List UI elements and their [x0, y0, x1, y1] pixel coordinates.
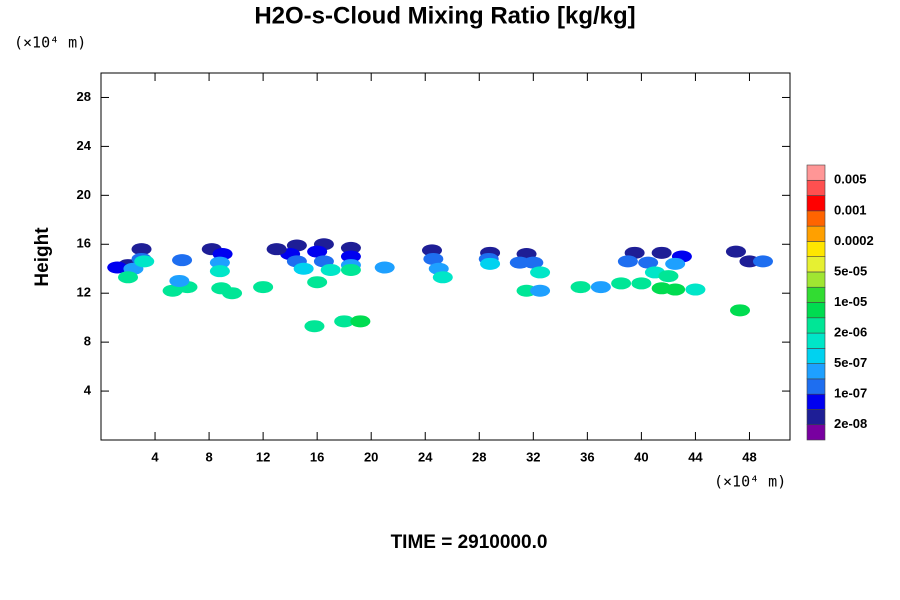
x-tick-label: 4 [151, 449, 159, 464]
cloud-cell [209, 265, 230, 278]
colorbar-box [806, 317, 826, 334]
y-tick-label: 20 [77, 187, 91, 202]
y-tick-label: 4 [84, 383, 92, 398]
x-tick-label: 16 [310, 449, 324, 464]
cloud-cell [631, 277, 652, 290]
y-tick-label: 28 [77, 89, 91, 104]
cloud-cell [423, 252, 444, 265]
colorbar-box [806, 424, 826, 441]
cloud-cell [131, 243, 152, 256]
colorbar-box [806, 256, 826, 273]
colorbar-label: 2e-08 [834, 416, 867, 431]
colorbar-label: 5e-05 [834, 263, 867, 278]
x-tick-label: 20 [364, 449, 378, 464]
colorbar-box [806, 195, 826, 212]
x-tick-label: 40 [634, 449, 648, 464]
cloud-cell [169, 274, 190, 287]
cloud-cell [107, 261, 128, 274]
cloud-cell [266, 243, 287, 256]
y-tick-label: 16 [77, 236, 91, 251]
cloud-cell [665, 283, 686, 296]
cloud-cell [730, 304, 751, 317]
colorbar-label: 2e-06 [834, 324, 867, 339]
cloud-cell [340, 250, 361, 263]
y-axis-label: Height [32, 227, 53, 287]
cloud-cell [617, 255, 638, 268]
cloud-cell [209, 256, 230, 269]
cloud-cell [253, 281, 274, 294]
colorbar-label: 0.0002 [834, 233, 874, 248]
x-tick-label: 48 [742, 449, 756, 464]
x-unit: (×10⁴ m) [714, 473, 786, 491]
colorbar-box [806, 332, 826, 349]
y-unit: (×10⁴ m) [14, 34, 86, 52]
cloud-cell [665, 257, 686, 270]
cloud-cell [118, 271, 139, 284]
colorbar-label: 0.005 [834, 172, 867, 187]
cloud-cell [350, 315, 371, 328]
cloud-cell [725, 245, 746, 258]
colorbar-box [806, 348, 826, 364]
colorbar-label: 0.001 [834, 202, 867, 217]
plot-frame [100, 72, 791, 441]
cloud-cell [304, 320, 325, 333]
colorbar-box [806, 241, 826, 257]
cloud-cell [752, 255, 773, 268]
colorbar-label: 1e-07 [834, 386, 867, 401]
y-tick-label: 12 [77, 285, 91, 300]
cloud-cell [374, 261, 395, 274]
colorbar-box [806, 393, 826, 410]
y-tick-label: 24 [77, 138, 92, 153]
cloud-cell [651, 246, 672, 259]
cloud-cell [530, 266, 551, 279]
colorbar-box [806, 378, 826, 395]
cloud-cell [293, 262, 314, 275]
cloud-cell [658, 270, 679, 283]
cloud-cell [334, 315, 355, 328]
colorbar-label: 5e-07 [834, 355, 867, 370]
colorbar-box [806, 271, 826, 288]
colorbar-label: 1e-05 [834, 294, 867, 309]
colorbar-box [806, 179, 826, 196]
y-tick-label: 8 [84, 334, 91, 349]
cloud-cell [611, 277, 632, 290]
colorbar-box [806, 210, 826, 227]
cloud-cell [570, 281, 591, 294]
colorbar-box [806, 164, 826, 181]
x-tick-label: 36 [580, 449, 594, 464]
cloud-cell [638, 256, 659, 269]
cloud-cell [685, 283, 706, 296]
x-tick-label: 32 [526, 449, 540, 464]
cloud-cell [134, 255, 155, 268]
cloud-cell [523, 256, 544, 269]
x-tick-label: 28 [472, 449, 486, 464]
cloud-cell [340, 241, 361, 254]
cloud-cell [432, 271, 453, 284]
cloud-cell [530, 284, 551, 297]
colorbar-box [806, 225, 826, 242]
cloud-cell [222, 287, 243, 300]
chart-title: H2O-s-Cloud Mixing Ratio [kg/kg] [254, 2, 635, 29]
x-tick-label: 8 [205, 449, 212, 464]
x-tick-label: 12 [256, 449, 270, 464]
cloud-cell [320, 263, 341, 276]
cloud-cell [590, 281, 611, 294]
cloud-cell [307, 245, 328, 258]
annotation: TIME = 2910000.0 [391, 532, 548, 553]
colorbar-box [806, 302, 826, 319]
colorbar-box [806, 409, 826, 426]
cloud-cell [172, 254, 193, 267]
x-tick-label: 24 [418, 449, 433, 464]
cloud-cell [480, 257, 501, 270]
x-tick-label: 44 [688, 449, 703, 464]
colorbar-box [806, 286, 826, 303]
cloud-cell [307, 276, 328, 289]
colorbar-box [806, 363, 826, 380]
cloud-cell [340, 263, 361, 276]
